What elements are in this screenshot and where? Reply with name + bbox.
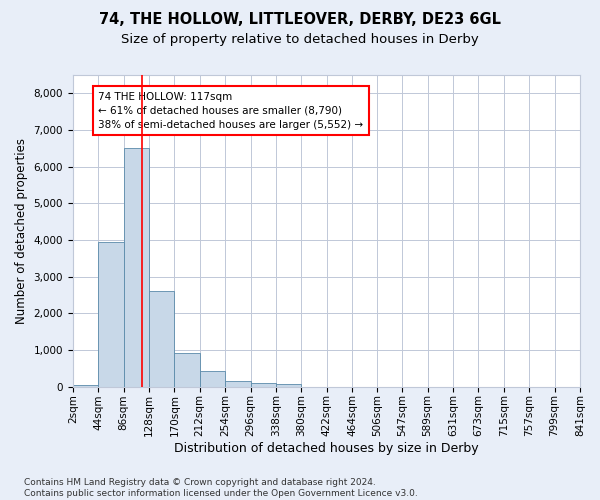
Text: 74, THE HOLLOW, LITTLEOVER, DERBY, DE23 6GL: 74, THE HOLLOW, LITTLEOVER, DERBY, DE23 … (99, 12, 501, 28)
Bar (200, 371, 225, 386)
Bar (225, 381, 251, 386)
Text: Contains HM Land Registry data © Crown copyright and database right 2024.
Contai: Contains HM Land Registry data © Crown c… (24, 478, 418, 498)
Bar (175, 352, 200, 386)
Bar (251, 384, 276, 386)
Bar (149, 292, 175, 386)
Text: 74 THE HOLLOW: 117sqm
← 61% of detached houses are smaller (8,790)
38% of semi-d: 74 THE HOLLOW: 117sqm ← 61% of detached … (98, 92, 363, 130)
X-axis label: Distribution of detached houses by size in Derby: Distribution of detached houses by size … (174, 442, 479, 455)
Bar (73, 385, 98, 386)
Bar (98, 242, 124, 386)
Bar (276, 384, 301, 386)
Y-axis label: Number of detached properties: Number of detached properties (15, 138, 28, 324)
Bar (124, 148, 149, 386)
Text: Size of property relative to detached houses in Derby: Size of property relative to detached ho… (121, 32, 479, 46)
